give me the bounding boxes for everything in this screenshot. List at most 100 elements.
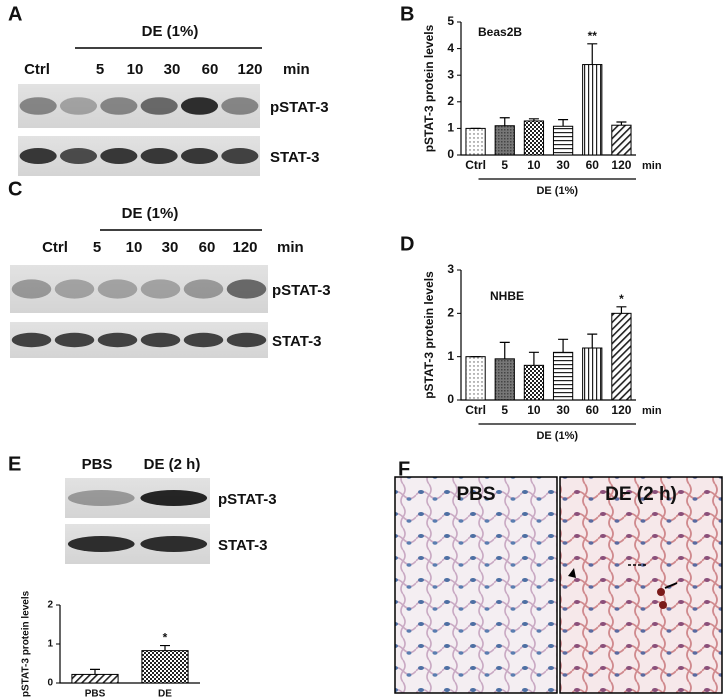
bar bbox=[71, 673, 119, 684]
blot-strip bbox=[10, 265, 268, 313]
blot-band bbox=[97, 279, 138, 299]
error-bar bbox=[160, 644, 170, 651]
blot-band bbox=[100, 148, 138, 164]
x-tick-label: 30 bbox=[556, 403, 570, 417]
lane-label: DE (2 h) bbox=[144, 456, 201, 473]
blot-band bbox=[140, 97, 178, 115]
lane-label: 5 bbox=[93, 239, 101, 256]
blot-band bbox=[140, 490, 208, 506]
x-tick-label: 10 bbox=[527, 403, 541, 417]
error-bar bbox=[587, 333, 598, 348]
blot-band bbox=[183, 332, 224, 348]
lane-label: 60 bbox=[202, 61, 219, 78]
blot-band bbox=[180, 97, 219, 115]
bar bbox=[582, 347, 603, 401]
lane-label: 5 bbox=[96, 61, 104, 78]
arrowhead bbox=[568, 568, 576, 578]
error-bar bbox=[558, 338, 569, 353]
error-bar bbox=[616, 121, 627, 126]
blot-band bbox=[221, 97, 259, 115]
unit-label: min bbox=[277, 239, 304, 256]
panel-label: A bbox=[8, 3, 22, 25]
histology-image bbox=[559, 476, 723, 694]
histology-title: DE (2 h) bbox=[605, 484, 677, 505]
significance-label: ** bbox=[588, 29, 598, 43]
band-label: STAT-3 bbox=[270, 149, 319, 166]
blot-band bbox=[67, 490, 135, 506]
lane-label: 30 bbox=[162, 239, 179, 256]
x-tick-label: 10 bbox=[527, 158, 541, 172]
blot-band bbox=[221, 148, 259, 164]
panel-label: B bbox=[400, 3, 414, 25]
x-tick-label: 60 bbox=[586, 403, 600, 417]
blot-band bbox=[59, 97, 98, 115]
bar bbox=[523, 120, 545, 156]
x-tick-label: PBS bbox=[85, 689, 106, 699]
blot-band bbox=[11, 279, 52, 299]
panel-label: F bbox=[398, 458, 410, 480]
blot-band bbox=[19, 148, 57, 164]
error-bar bbox=[558, 119, 569, 127]
x-unit-label: min bbox=[642, 405, 662, 417]
bar bbox=[611, 124, 632, 156]
bar bbox=[552, 351, 574, 401]
blot-band bbox=[67, 536, 135, 552]
band-label: STAT-3 bbox=[272, 333, 321, 350]
blot-band bbox=[226, 279, 267, 299]
bar bbox=[494, 125, 515, 156]
blot-band bbox=[100, 97, 138, 115]
y-tick-label: 1 bbox=[447, 121, 454, 135]
blot-band bbox=[140, 332, 181, 348]
y-tick-label: 0 bbox=[447, 392, 454, 406]
bar bbox=[494, 358, 515, 401]
band-label: pSTAT-3 bbox=[270, 99, 329, 116]
x-tick-label: Ctrl bbox=[465, 158, 486, 172]
blot-band bbox=[11, 332, 52, 348]
stained-cell bbox=[657, 588, 665, 596]
y-tick-label: 0 bbox=[447, 147, 454, 161]
band-label: STAT-3 bbox=[218, 537, 267, 554]
panel-label: E bbox=[8, 453, 21, 475]
error-bar bbox=[499, 341, 510, 359]
bar bbox=[611, 312, 632, 401]
blot-header: DE (1%) bbox=[122, 205, 179, 222]
significance-label: * bbox=[619, 292, 624, 306]
blot-header: DE (1%) bbox=[142, 23, 199, 40]
y-tick-label: 1 bbox=[47, 639, 53, 650]
x-unit-label: min bbox=[642, 160, 662, 172]
y-tick-label: 0 bbox=[47, 678, 53, 689]
y-axis-label: pSTAT-3 protein levels bbox=[422, 24, 436, 152]
axes bbox=[460, 270, 636, 401]
significance-label: * bbox=[163, 631, 168, 645]
y-axis-label: pSTAT-3 protein levels bbox=[422, 271, 436, 399]
y-tick-label: 2 bbox=[447, 94, 454, 108]
axes bbox=[460, 22, 636, 156]
y-tick-label: 5 bbox=[447, 14, 454, 28]
bar bbox=[523, 364, 545, 401]
stained-cell bbox=[659, 601, 667, 609]
blot-band bbox=[226, 332, 267, 348]
blot-strip bbox=[18, 136, 260, 176]
lane-label: PBS bbox=[82, 456, 113, 473]
blot-band bbox=[183, 279, 224, 299]
x-tick-label: 30 bbox=[556, 158, 570, 172]
blot-band bbox=[59, 148, 98, 164]
group-label: DE (1%) bbox=[536, 430, 578, 442]
panel-label: D bbox=[400, 233, 414, 255]
x-tick-label: 120 bbox=[611, 158, 631, 172]
histology-title: PBS bbox=[456, 484, 495, 505]
lane-label: 30 bbox=[164, 61, 181, 78]
x-tick-label: 5 bbox=[501, 158, 508, 172]
y-tick-label: 1 bbox=[447, 349, 454, 363]
error-bar bbox=[90, 668, 100, 675]
blot-band bbox=[140, 148, 178, 164]
blot-band bbox=[140, 279, 181, 299]
x-tick-label: Ctrl bbox=[465, 403, 486, 417]
y-tick-label: 4 bbox=[447, 41, 454, 55]
lane-label: 10 bbox=[126, 239, 143, 256]
error-bar bbox=[528, 351, 539, 366]
y-tick-label: 2 bbox=[47, 600, 53, 611]
lane-label: 120 bbox=[237, 61, 262, 78]
bar bbox=[141, 650, 189, 684]
